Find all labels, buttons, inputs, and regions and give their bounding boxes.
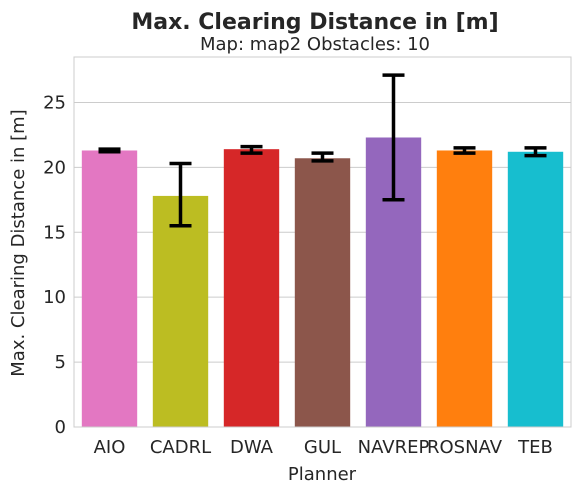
bar — [153, 196, 208, 427]
y-axis-label: Max. Clearing Distance in [m] — [8, 109, 29, 376]
y-tick-label: 25 — [43, 92, 66, 113]
x-tick-label: ROSNAV — [427, 437, 503, 458]
chart-subtitle: Map: map2 Obstacles: 10 — [200, 34, 430, 55]
bar — [224, 149, 279, 427]
x-tick-label: CADRL — [150, 437, 211, 458]
x-tick-label: AIO — [94, 437, 126, 458]
bar — [508, 152, 563, 427]
y-tick-label: 20 — [43, 157, 66, 178]
chart-title: Max. Clearing Distance in [m] — [131, 10, 498, 35]
y-tick-label: 10 — [43, 287, 66, 308]
bar — [295, 158, 350, 427]
x-axis-label: Planner — [288, 464, 357, 485]
bar — [437, 150, 492, 427]
bar — [82, 150, 137, 427]
x-tick-label: NAVREP — [358, 437, 430, 458]
y-tick-label: 5 — [55, 352, 66, 373]
y-tick-label: 0 — [55, 417, 66, 438]
y-axis-ticks: 0 5 10 15 20 25 — [43, 92, 66, 438]
bars — [82, 137, 563, 427]
x-tick-label: TEB — [517, 437, 553, 458]
x-tick-label: GUL — [304, 437, 341, 458]
x-tick-label: DWA — [230, 437, 274, 458]
y-tick-label: 15 — [43, 222, 66, 243]
